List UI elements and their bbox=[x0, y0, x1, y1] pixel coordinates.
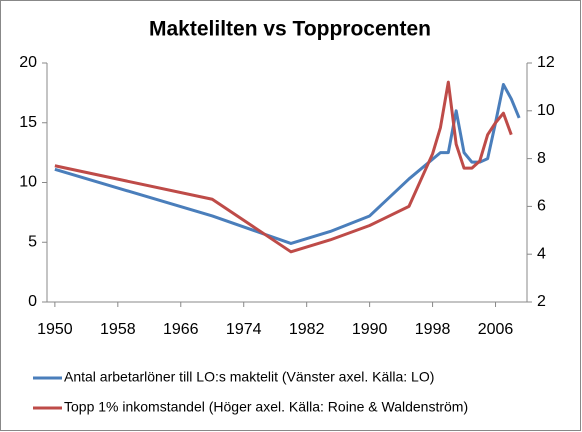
x-tick-label: 2006 bbox=[478, 321, 514, 338]
x-tick-label: 1982 bbox=[289, 321, 325, 338]
y2-tick-label: 4 bbox=[537, 245, 546, 262]
y-tick-label: 10 bbox=[19, 174, 37, 191]
x-tick-label: 1990 bbox=[352, 321, 388, 338]
y-tick-label: 0 bbox=[28, 293, 37, 310]
chart-title: Maktelilten vs Topprocenten bbox=[149, 18, 431, 41]
y-tick-label: 5 bbox=[28, 233, 37, 250]
x-tick-label: 1950 bbox=[37, 321, 73, 338]
y-tick-label: 20 bbox=[19, 54, 37, 71]
y2-tick-label: 6 bbox=[537, 198, 546, 215]
x-tick-label: 1998 bbox=[415, 321, 451, 338]
series-line bbox=[54, 83, 521, 245]
x-tick-label: 1966 bbox=[163, 321, 199, 338]
y-tick-label: 15 bbox=[19, 114, 37, 131]
y2-tick-label: 2 bbox=[537, 293, 546, 310]
y2-tick-label: 10 bbox=[537, 102, 555, 119]
x-tick-label: 1974 bbox=[226, 321, 262, 338]
legend-label: Topp 1% inkomstandel (Höger axel. Källa:… bbox=[64, 399, 468, 415]
y2-tick-label: 8 bbox=[537, 150, 546, 167]
x-tick-label: 1958 bbox=[100, 321, 136, 338]
y2-tick-label: 12 bbox=[537, 54, 555, 71]
legend-label: Antal arbetarlöner till LO:s maktelit (V… bbox=[64, 369, 434, 385]
series-line bbox=[54, 80, 513, 254]
